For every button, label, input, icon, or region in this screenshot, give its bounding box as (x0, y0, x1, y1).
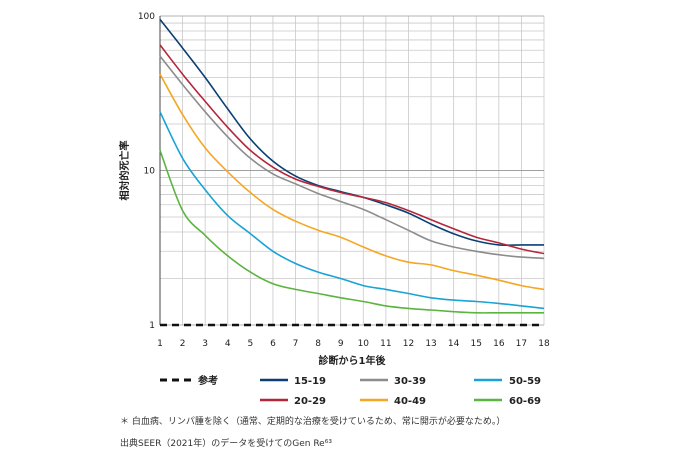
x-tick-label: 17 (516, 339, 527, 349)
series-line-60-69 (159, 150, 544, 314)
x-tick-label: 14 (448, 339, 460, 349)
chart-series (159, 18, 545, 327)
y-tick-label: 100 (138, 12, 155, 22)
legend-label-15-19: 15-19 (294, 376, 326, 387)
y-axis-title: 相対的死亡率 (118, 141, 131, 201)
footnote-source: 出典SEER（2021年）のデータを受けてのGen Re⁶³ (120, 439, 332, 449)
footnote-exclusion: ＊ 白血病、リンパ腫を除く（通常、定期的な治療を受けているため、常に開示が必要な… (120, 417, 506, 427)
series-line-15-19 (159, 18, 544, 246)
x-tick-label: 11 (380, 339, 391, 349)
x-tick-label: 3 (202, 339, 208, 349)
legend-label-30-39: 30-39 (394, 376, 426, 387)
chart-legend: 参考 15-19 20-29 30-39 40-49 50-59 60-69 (160, 374, 541, 407)
x-tick-label: 13 (425, 339, 436, 349)
legend-label-20-29: 20-29 (294, 396, 326, 407)
series-line-20-29 (159, 44, 545, 255)
y-tick-label: 10 (144, 167, 156, 177)
x-tick-label: 12 (403, 339, 414, 349)
x-tick-label: 15 (471, 339, 482, 349)
chart-axes: 1 2 3 4 5 6 7 8 9 10 11 12 13 14 15 16 17 18110100診断から1年後… (118, 12, 550, 367)
chart-grid (159, 15, 545, 326)
x-tick-label: 2 (180, 339, 186, 349)
legend-label-40-49: 40-49 (394, 396, 426, 407)
series-line-40-49 (159, 73, 545, 291)
legend-label-60-69: 60-69 (509, 396, 541, 407)
x-tick-label: 4 (225, 339, 231, 349)
x-axis-title: 診断から1年後 (319, 354, 387, 367)
x-tick-label: 5 (247, 339, 253, 349)
x-tick-label: 1 (157, 339, 163, 349)
x-tick-label: 8 (315, 339, 321, 349)
series-line-50-59 (159, 111, 545, 310)
legend-label-reference: 参考 (198, 374, 218, 387)
y-tick-label: 1 (149, 321, 155, 331)
x-tick-label: 7 (293, 339, 299, 349)
x-tick-label: 9 (338, 339, 344, 349)
x-tick-label: 6 (270, 339, 276, 349)
series-line-30-39 (159, 55, 545, 260)
x-tick-label: 16 (493, 339, 505, 349)
legend-label-50-59: 50-59 (509, 376, 541, 387)
x-tick-label: 10 (358, 339, 370, 349)
x-tick-label: 18 (538, 339, 550, 349)
